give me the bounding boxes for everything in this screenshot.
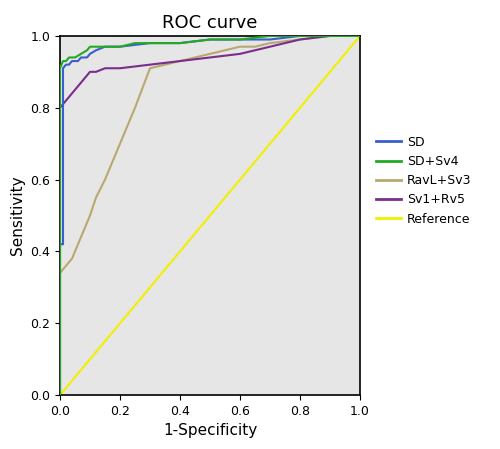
Title: ROC curve: ROC curve <box>162 13 258 31</box>
Legend: SD, SD+Sv4, RavL+Sv3, Sv1+Rv5, Reference: SD, SD+Sv4, RavL+Sv3, Sv1+Rv5, Reference <box>372 132 476 229</box>
Y-axis label: Sensitivity: Sensitivity <box>10 176 24 255</box>
X-axis label: 1-Specificity: 1-Specificity <box>163 423 257 438</box>
